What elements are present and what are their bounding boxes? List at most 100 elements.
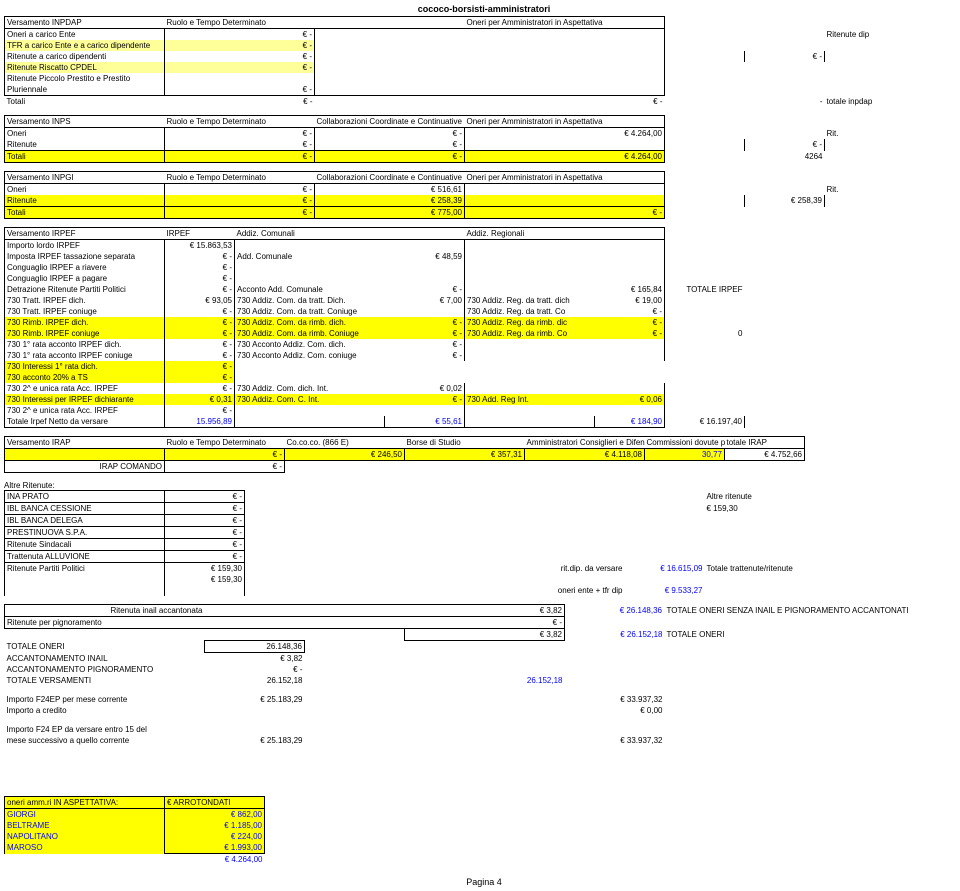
val: € - xyxy=(745,139,825,151)
h: Ruolo e Tempo Determinato xyxy=(165,172,315,184)
val: € - xyxy=(465,207,665,219)
val: € 26.152,18 xyxy=(565,629,665,641)
h: oneri amm.ri IN ASPETTATIVA: xyxy=(5,797,165,809)
val: € - xyxy=(405,617,565,629)
h: Commissioni dovute per legge xyxy=(645,437,725,449)
val: € - xyxy=(165,84,315,96)
h: IRPEF xyxy=(165,228,235,240)
row: Pluriennale xyxy=(5,84,165,96)
h: Collaborazioni Coordinate e Continuative xyxy=(315,172,465,184)
val: € 246,50 xyxy=(285,449,405,461)
row: Importo a credito xyxy=(5,705,205,716)
val: € 258,39 xyxy=(745,195,825,207)
val: € - xyxy=(165,184,315,196)
side: TOTALE ONERI xyxy=(665,629,960,641)
h: Co.co.co. (866 E) xyxy=(285,437,405,449)
inpdap-table: Versamento INPDAPRuolo e Tempo Determina… xyxy=(4,16,960,107)
val: € - xyxy=(315,128,465,140)
val: € 775,00 xyxy=(315,207,465,219)
val: € 3,82 xyxy=(205,653,305,665)
h: Oneri per Amministratori in Aspettativa xyxy=(465,172,665,184)
row: TOTALE ONERI xyxy=(5,641,205,653)
val: € - xyxy=(315,139,465,151)
val: € - xyxy=(205,664,305,675)
h: Addiz. Regionali xyxy=(465,228,595,240)
val: 26.148,36 xyxy=(205,641,305,653)
val: € - xyxy=(165,207,315,219)
row: IRAP COMANDO xyxy=(5,461,165,473)
val: 4264 xyxy=(745,151,825,163)
page-footer: Pagina 4 xyxy=(4,877,960,887)
h: Versamento INPGI xyxy=(5,172,165,184)
val: - xyxy=(745,96,825,108)
page-title: cococo-borsisti-amministratori xyxy=(4,4,960,14)
h: Versamento IRAP xyxy=(5,437,165,449)
val: € 4.752,66 xyxy=(725,449,805,461)
val: € 357,31 xyxy=(405,449,525,461)
h: Addiz. Comunali xyxy=(235,228,385,240)
irpef-table: Versamento IRPEFIRPEFAddiz. Comunali Addi… xyxy=(4,227,960,428)
h: Ruolo e Tempo Determinato xyxy=(165,437,285,449)
inpdap-h2: Ruolo e Tempo Determinato xyxy=(165,17,315,29)
val: € - xyxy=(165,40,315,51)
row: Oneri a carico Ente xyxy=(5,29,165,41)
inpdap-h1: Versamento INPDAP xyxy=(5,17,165,29)
val: € - xyxy=(165,29,315,41)
inpgi-table: Versamento INPGIRuolo e Tempo Determinat… xyxy=(4,171,960,219)
row: Totali xyxy=(5,207,165,219)
val: 26.152,18 xyxy=(405,675,565,686)
side: Rit. xyxy=(825,184,960,196)
val: € 33.937,32 xyxy=(565,735,665,746)
row: Ritenute a carico dipendenti xyxy=(5,51,165,62)
val: € 4.264,00 xyxy=(465,151,665,163)
row: TFR a carico Ente e a carico dipendente xyxy=(5,40,165,51)
row: mese successivo a quello corrente xyxy=(5,735,205,746)
val: € 33.937,32 xyxy=(565,694,665,705)
val: € 4.118,08 xyxy=(525,449,645,461)
inps-table: Versamento INPSRuolo e Tempo Determinato… xyxy=(4,115,960,163)
val: 26.152,18 xyxy=(205,675,305,686)
h: Oneri per Amministratori in Aspettativa xyxy=(465,116,665,128)
inpdap-h3: Oneri per Amministratori in Aspettativa xyxy=(465,17,665,29)
val: € 25.183,29 xyxy=(205,735,305,746)
irap-table: Versamento IRAPRuolo e Tempo Determinato… xyxy=(4,436,960,473)
h: Ruolo e Tempo Determinato xyxy=(165,116,315,128)
val: € - xyxy=(165,461,285,473)
row: Ritenute Riscatto CPDEL xyxy=(5,62,165,73)
row: TOTALE VERSAMENTI xyxy=(5,675,205,686)
altre-title: Altre Ritenute: xyxy=(4,481,960,490)
h: Amministratori Consiglieri e Difensore C… xyxy=(525,437,645,449)
val: € - xyxy=(165,449,285,461)
val: € - xyxy=(745,51,825,62)
val: € 25.183,29 xyxy=(205,694,305,705)
val: € - xyxy=(165,195,315,207)
h: Collaborazioni Coordinate e Continuative xyxy=(315,116,465,128)
row: ACCANTONAMENTO PIGNORAMENTO xyxy=(5,664,205,675)
val: € - xyxy=(165,151,315,163)
val: € 3,82 xyxy=(405,605,565,617)
row: Totali xyxy=(5,151,165,163)
val: € - xyxy=(165,62,315,73)
totals-table: Ritenuta inail accantonata€ 3,82€ 26.148… xyxy=(4,604,960,746)
h: Borse di Studio xyxy=(405,437,525,449)
side: totale inpdap xyxy=(825,96,960,108)
val: € - xyxy=(165,128,315,140)
side: TOTALE ONERI SENZA INAIL E PIGNORAMENTO … xyxy=(665,605,960,617)
val: € 26.148,36 xyxy=(565,605,665,617)
row: Ritenute Piccolo Prestito e Prestito xyxy=(5,73,165,84)
row: Totali xyxy=(5,96,165,108)
val: € - xyxy=(165,96,315,108)
val: € - xyxy=(465,96,665,108)
altre-table: INA PRATO€ -Altre ritenuteIBL BANCA CESS… xyxy=(4,490,960,596)
val: € 3,82 xyxy=(405,629,565,641)
h: Versamento IRPEF xyxy=(5,228,165,240)
h: Versamento INPS xyxy=(5,116,165,128)
val: € 516,61 xyxy=(315,184,465,196)
row: ACCANTONAMENTO INAIL xyxy=(5,653,205,665)
val: € 4.264,00 xyxy=(165,854,265,866)
side: Rit. xyxy=(825,128,960,140)
val: € 4.264,00 xyxy=(465,128,665,140)
val: € - xyxy=(165,139,315,151)
row: Oneri xyxy=(5,184,165,196)
h: totale IRAP xyxy=(725,437,805,449)
